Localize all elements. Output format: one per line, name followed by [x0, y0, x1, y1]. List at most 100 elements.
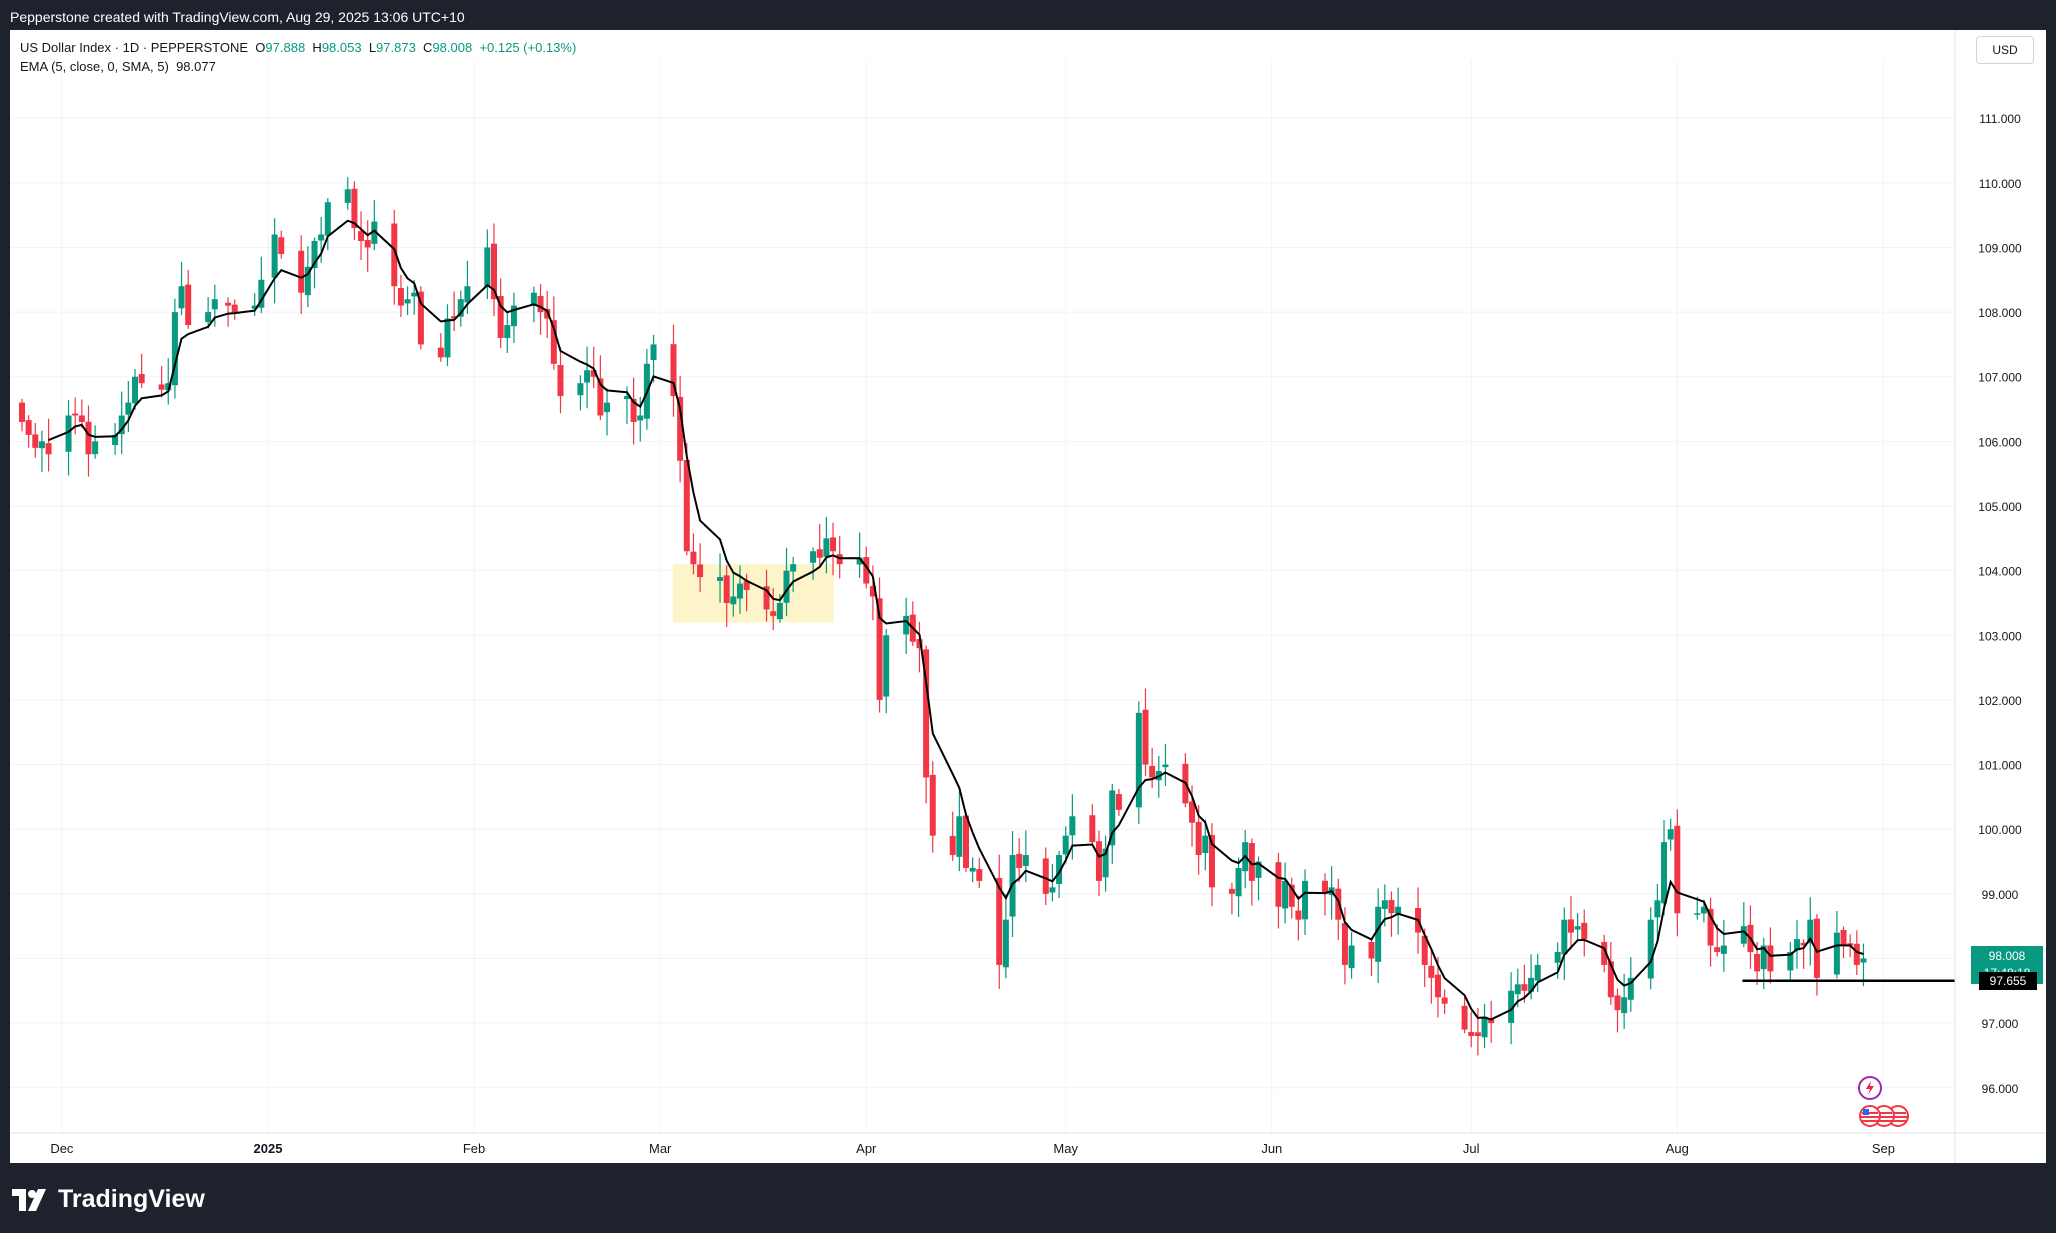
candle — [125, 380, 132, 433]
candle — [211, 284, 218, 327]
candle-body — [743, 581, 750, 591]
candle-body — [417, 291, 424, 345]
candle — [584, 346, 591, 409]
y-tick-label: 100.000 — [1978, 823, 2022, 837]
us-flag-events-icon[interactable] — [1857, 1103, 1923, 1129]
candle — [1800, 939, 1807, 969]
candle-body — [258, 279, 265, 308]
price-chart[interactable]: 111.000 110.000 109.000 108.000 107.000 106.0… — [10, 30, 2046, 1163]
candle-body — [510, 305, 517, 327]
candle — [78, 399, 85, 428]
candle-body — [697, 564, 704, 578]
x-tick-label: Dec — [50, 1141, 74, 1156]
candle — [996, 854, 1003, 989]
chart-credit: Pepperstone created with TradingView.com… — [10, 9, 465, 25]
candle-body — [504, 325, 511, 339]
candle — [205, 296, 212, 329]
candle — [1421, 928, 1428, 988]
candle — [1428, 950, 1435, 1004]
candle-body — [1282, 880, 1289, 909]
candle — [497, 278, 504, 349]
candle-body — [683, 460, 690, 552]
candle-body — [916, 639, 923, 649]
candle-body — [45, 443, 52, 455]
candle-body — [1840, 930, 1847, 946]
x-tick-label: May — [1053, 1141, 1078, 1156]
candle-body — [1561, 919, 1568, 955]
level-price-badge: 97.655 — [1979, 971, 2037, 990]
candle — [1235, 857, 1242, 917]
candle-body — [1760, 945, 1767, 970]
candle-body — [1667, 829, 1674, 840]
candle-body — [444, 318, 451, 358]
candle-body — [1069, 816, 1076, 836]
candle-body — [544, 308, 551, 319]
legend: US Dollar Index · 1D · PEPPERSTONE O97.8… — [20, 38, 576, 76]
candle-body — [1601, 941, 1608, 965]
candle-body — [1016, 853, 1023, 868]
y-tick-label: 104.000 — [1978, 565, 2022, 579]
candle-body — [112, 434, 119, 446]
candle-body — [1208, 834, 1215, 888]
candle-body — [736, 583, 743, 599]
legend-close-label: C — [423, 40, 433, 55]
candle — [783, 547, 790, 617]
candle-body — [1042, 858, 1049, 894]
candle-body — [411, 292, 418, 297]
x-tick-label: Apr — [856, 1141, 877, 1156]
candle — [1395, 887, 1402, 935]
candle-body — [1488, 1019, 1495, 1024]
candle — [1102, 835, 1109, 892]
candle — [723, 565, 730, 627]
candle — [92, 425, 99, 459]
candle-body — [856, 557, 863, 565]
candle-body — [1508, 990, 1515, 1023]
candle-body — [1521, 984, 1528, 991]
chart-frame[interactable]: 111.000 110.000 109.000 108.000 107.000 106.0… — [10, 30, 2046, 1163]
ema-layer — [48, 219, 1864, 1021]
candle — [391, 209, 398, 305]
candle — [650, 334, 657, 383]
candle — [537, 284, 544, 335]
candle — [717, 553, 724, 603]
candle — [1567, 896, 1574, 950]
candle — [1142, 688, 1149, 777]
candle-body — [1528, 977, 1535, 992]
candle-body — [391, 223, 398, 287]
candle-body — [1574, 926, 1581, 930]
candle-body — [903, 615, 910, 635]
y-tick-label: 110.000 — [1979, 177, 2022, 191]
candle-body — [537, 295, 544, 313]
candle — [1275, 852, 1282, 929]
candle — [1654, 884, 1661, 941]
candle-body — [670, 344, 677, 397]
candle-body — [883, 635, 890, 697]
candle-body — [1694, 913, 1701, 915]
candle-body — [1142, 709, 1149, 765]
candle-body — [1095, 841, 1102, 881]
candle — [1348, 932, 1355, 979]
candle — [351, 181, 358, 241]
candle-body — [869, 586, 876, 597]
candle-body — [65, 415, 72, 452]
candle-body — [1421, 935, 1428, 965]
candle-body — [577, 383, 584, 396]
candle — [344, 177, 351, 210]
candle — [19, 398, 25, 432]
candle — [1282, 862, 1289, 924]
tradingview-brand[interactable]: TradingView — [12, 1185, 205, 1214]
candle — [225, 297, 232, 327]
lightning-icon[interactable] — [1857, 1075, 1883, 1101]
candle-body — [604, 402, 611, 413]
candle-body — [1853, 943, 1860, 965]
y-tick-label: 107.000 — [1978, 371, 2022, 385]
currency-button[interactable]: USD — [1976, 36, 2034, 64]
x-tick-label: Jul — [1463, 1141, 1480, 1156]
candle-body — [810, 551, 817, 563]
candle-body — [1800, 942, 1807, 946]
candle — [630, 377, 637, 445]
candle — [1840, 926, 1847, 959]
candle-body — [723, 575, 730, 603]
candle — [1461, 994, 1468, 1034]
candle — [444, 304, 451, 366]
